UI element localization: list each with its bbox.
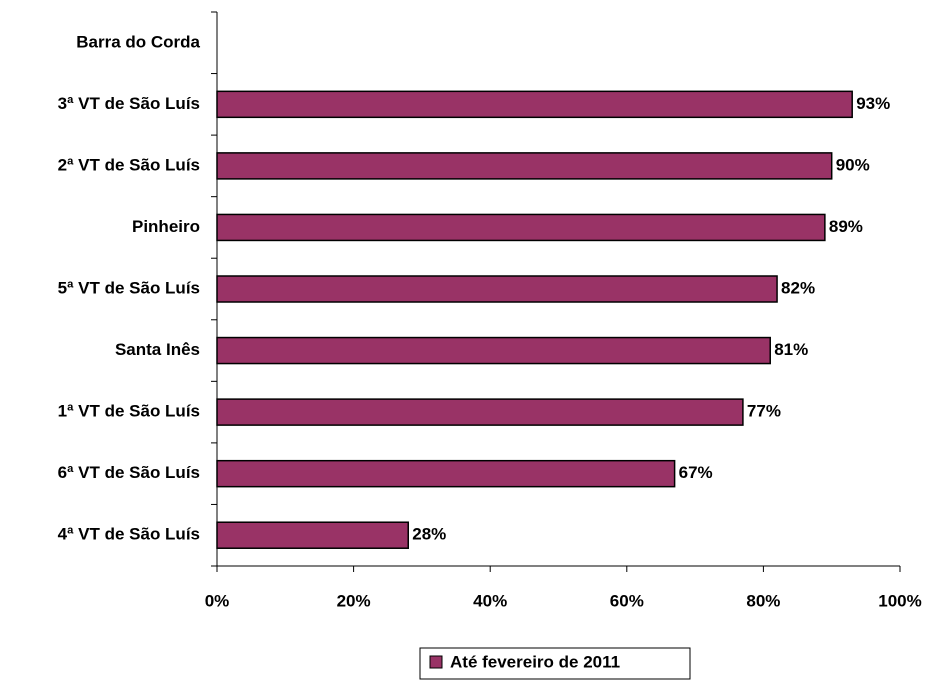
x-tick-label: 80% xyxy=(746,591,780,610)
y-tick-label: 4ª VT de São Luís xyxy=(58,525,200,544)
value-label: 77% xyxy=(747,402,781,421)
x-tick-label: 0% xyxy=(205,591,230,610)
x-tick-label: 60% xyxy=(610,591,644,610)
bar xyxy=(216,213,826,242)
value-label: 82% xyxy=(781,278,815,297)
bar xyxy=(216,459,676,488)
y-tick-label: Santa Inês xyxy=(115,340,200,359)
bar xyxy=(216,90,853,119)
legend-box xyxy=(419,647,691,680)
y-tick-label: 6ª VT de São Luís xyxy=(58,463,200,482)
value-label: 89% xyxy=(829,217,863,236)
value-label: 90% xyxy=(836,155,870,174)
value-label: 67% xyxy=(679,463,713,482)
y-tick-label: Barra do Corda xyxy=(76,32,200,51)
y-tick-label: 2ª VT de São Luís xyxy=(58,155,200,174)
x-tick-label: 100% xyxy=(878,591,921,610)
bar xyxy=(216,398,744,426)
value-label: 93% xyxy=(856,94,890,113)
x-tick-label: 40% xyxy=(473,591,507,610)
bar xyxy=(216,152,833,180)
y-tick-label: 1ª VT de São Luís xyxy=(58,402,200,421)
bar xyxy=(216,275,778,303)
legend-label: Até fevereiro de 2011 xyxy=(450,652,620,671)
value-label: 28% xyxy=(412,525,446,544)
legend-swatch xyxy=(429,655,443,669)
y-tick-label: 3ª VT de São Luís xyxy=(58,94,200,113)
bar xyxy=(216,521,409,549)
bar xyxy=(216,336,771,365)
value-label: 81% xyxy=(774,340,808,359)
y-tick-label: 5ª VT de São Luís xyxy=(58,278,200,297)
x-tick-label: 20% xyxy=(337,591,371,610)
y-tick-label: Pinheiro xyxy=(132,217,200,236)
